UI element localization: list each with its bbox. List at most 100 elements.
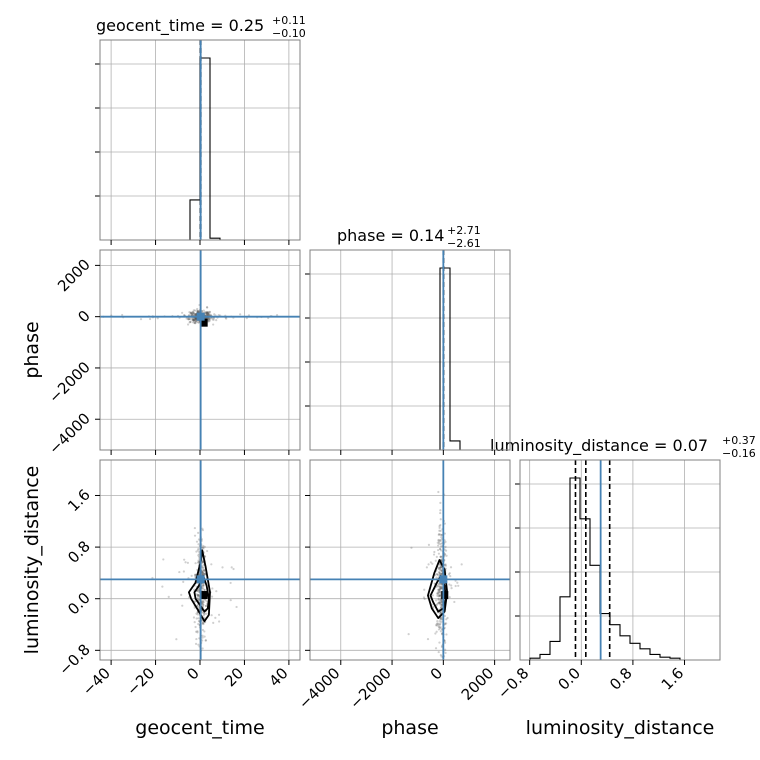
sample-point	[443, 552, 447, 556]
sample-point	[235, 605, 238, 609]
scatter-points	[102, 303, 279, 326]
sample-point	[202, 621, 205, 624]
sample-point	[443, 532, 446, 535]
sample-point	[192, 318, 196, 321]
x-tick-label: −2000	[346, 664, 395, 713]
density-core	[200, 591, 208, 600]
sample-point	[194, 313, 197, 317]
title-minus: −0.10	[272, 27, 306, 40]
sample-point	[204, 312, 207, 315]
sample-point	[444, 622, 447, 625]
sample-point	[201, 546, 204, 550]
sample-point	[207, 317, 211, 320]
sample-point	[439, 518, 442, 521]
sample-point	[202, 586, 205, 590]
sample-point	[201, 571, 205, 574]
sample-point	[201, 560, 204, 563]
sample-point	[439, 565, 442, 568]
sample-point	[439, 591, 442, 594]
sample-point	[440, 602, 443, 605]
sample-point	[202, 573, 205, 576]
sample-point	[438, 641, 441, 644]
sample-point	[202, 567, 205, 570]
sample-point	[437, 588, 441, 592]
sample-point	[188, 310, 191, 314]
sample-point	[191, 318, 194, 322]
sample-point	[438, 571, 441, 574]
sample-point	[439, 529, 442, 532]
sample-point	[439, 547, 442, 551]
y-tick-label: −4000	[45, 409, 94, 458]
sample-point	[450, 587, 453, 590]
sample-point	[437, 590, 440, 593]
sample-point	[187, 318, 191, 321]
sample-point	[190, 313, 193, 316]
sample-point	[178, 570, 181, 574]
sample-point	[438, 585, 441, 589]
sample-point	[196, 594, 200, 597]
contour-outer	[187, 549, 211, 623]
sample-point	[435, 555, 438, 558]
sample-point	[197, 590, 201, 594]
sample-point	[439, 587, 443, 590]
sample-point	[206, 313, 210, 316]
x-tick-label: −20	[123, 664, 158, 699]
truth-marker	[196, 575, 205, 584]
sample-point	[440, 533, 443, 537]
sample-point	[448, 572, 451, 575]
sample-point	[206, 312, 209, 315]
sample-point	[440, 645, 443, 649]
sample-point	[196, 549, 200, 552]
sample-point	[212, 317, 215, 320]
sample-point	[197, 594, 200, 597]
sample-point	[191, 310, 194, 314]
sample-point	[203, 555, 207, 558]
sample-point	[193, 321, 196, 325]
sample-point	[437, 625, 440, 628]
sample-point	[215, 318, 218, 322]
sample-point	[201, 584, 204, 587]
sample-point	[437, 592, 440, 595]
sample-point	[438, 594, 442, 597]
sample-point	[438, 593, 441, 597]
sample-point	[183, 314, 186, 317]
x-tick-label: 0.0	[555, 664, 585, 694]
sample-point	[437, 595, 441, 598]
sample-point	[193, 322, 197, 325]
sample-point	[439, 626, 442, 629]
title-minus: −2.61	[447, 237, 481, 250]
sample-point	[205, 311, 208, 314]
sample-point	[438, 547, 442, 551]
sample-point	[192, 319, 195, 322]
sample-point	[438, 588, 442, 591]
title-plus: +0.11	[272, 14, 306, 27]
sample-point	[434, 599, 438, 602]
y-tick-label: 1.6	[64, 486, 94, 516]
sample-point	[181, 604, 184, 607]
sample-point	[440, 600, 443, 604]
sample-point	[445, 554, 448, 557]
sample-point	[205, 311, 208, 315]
sample-point	[435, 592, 439, 595]
sample-point	[184, 561, 187, 564]
sample-point	[210, 563, 213, 566]
sample-point	[437, 490, 440, 494]
sample-point	[437, 597, 440, 601]
sample-point	[229, 581, 232, 585]
sample-point	[183, 558, 186, 561]
sample-point	[194, 317, 197, 321]
sample-point	[181, 311, 184, 314]
scatter-points	[407, 490, 463, 659]
sample-point	[435, 576, 438, 579]
sample-point	[201, 546, 204, 549]
sample-point	[444, 641, 447, 644]
sample-point	[196, 630, 199, 633]
sample-point	[448, 583, 451, 586]
sample-point	[206, 311, 209, 314]
sample-point	[438, 526, 441, 529]
sample-point	[439, 603, 442, 606]
sample-point	[425, 566, 428, 569]
sample-point	[205, 313, 208, 316]
sample-point	[203, 635, 206, 638]
sample-point	[193, 574, 197, 577]
